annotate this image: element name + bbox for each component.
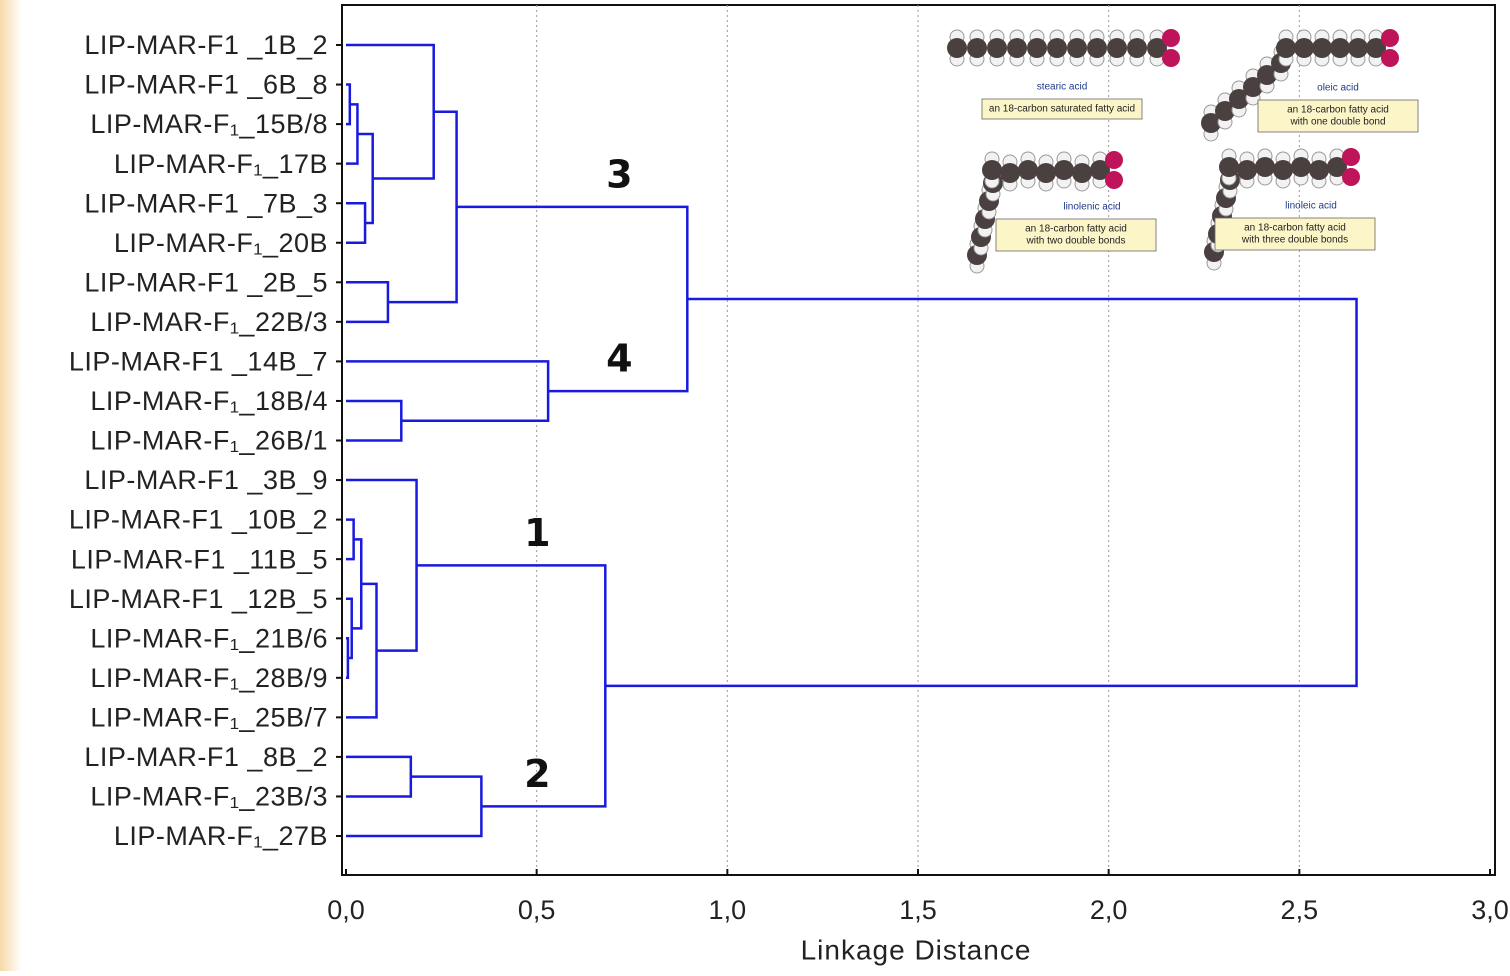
inset-name: linolenic acid: [1063, 202, 1120, 213]
leaf-label: LIP-MAR-F1 _2B_5: [84, 267, 328, 297]
oxygen: [1342, 168, 1360, 186]
inset-description: an 18-carbon fatty acid: [1025, 224, 1127, 235]
leaf-label: LIP-MAR-F₁_26B/1: [90, 426, 328, 456]
leaf-label: LIP-MAR-F₁_15B/8: [90, 109, 328, 139]
carbon: [947, 38, 967, 58]
carbon: [1072, 163, 1092, 183]
leaf-label: LIP-MAR-F1 _7B_3: [84, 188, 328, 218]
leaf-label: LIP-MAR-F₁_23B/3: [90, 782, 328, 812]
carbon: [1330, 38, 1350, 58]
leaf-label: LIP-MAR-F₁_17B: [114, 149, 328, 179]
carbon: [1047, 38, 1067, 58]
inset-description: an 18-carbon saturated fatty acid: [989, 104, 1135, 115]
carbon: [1000, 163, 1020, 183]
carbon: [1273, 160, 1293, 180]
cluster-label: 1: [524, 511, 550, 555]
carbon: [1276, 38, 1296, 58]
leaf-label: LIP-MAR-F₁_25B/7: [90, 702, 328, 732]
cluster-label: 3: [606, 152, 632, 196]
x-tick-label: 3,0: [1471, 895, 1509, 925]
inset-name: oleic acid: [1317, 83, 1359, 94]
cluster-label: 4: [606, 337, 632, 381]
leaf-label: LIP-MAR-F1 _12B_5: [69, 584, 328, 614]
x-tick-label: 0,5: [518, 895, 556, 925]
leaf-label: LIP-MAR-F₁_21B/6: [90, 623, 328, 653]
inset-description: an 18-carbon fatty acid: [1244, 223, 1346, 234]
leaf-label: LIP-MAR-F1 _1B_2: [84, 30, 328, 60]
leaf-label: LIP-MAR-F₁_27B: [114, 821, 328, 851]
carbon: [982, 160, 1002, 180]
carbon: [1087, 38, 1107, 58]
inset-description: with one double bond: [1289, 117, 1385, 128]
leaf-label: LIP-MAR-F₁_18B/4: [90, 386, 328, 416]
carbon: [1291, 157, 1311, 177]
cluster-label: 2: [524, 752, 550, 796]
carbon: [1107, 38, 1127, 58]
carbon: [1054, 160, 1074, 180]
leaf-label: LIP-MAR-F1 _3B_9: [84, 465, 328, 495]
inset-description: an 18-carbon fatty acid: [1287, 105, 1389, 116]
leaf-label: LIP-MAR-F₁_22B/3: [90, 307, 328, 337]
leaf-label: LIP-MAR-F₁_20B: [114, 228, 328, 258]
inset-description: with two double bonds: [1026, 236, 1126, 247]
page: Linkage Distance 0,0 0,5 1,0 1,5 2,0 2,5 3,0 LI…: [0, 0, 1510, 971]
leaf-label: LIP-MAR-F1 _6B_8: [84, 70, 328, 100]
x-tick-label: 0,0: [327, 895, 365, 925]
oxygen: [1162, 29, 1180, 47]
x-tick-label: 1,5: [899, 895, 937, 925]
carbon: [1067, 38, 1087, 58]
inset-name: linoleic acid: [1285, 201, 1337, 212]
inset-name: stearic acid: [1037, 82, 1088, 93]
carbon: [1255, 157, 1275, 177]
carbon: [1036, 163, 1056, 183]
oxygen: [1105, 171, 1123, 189]
oxygen: [1381, 29, 1399, 47]
x-axis-title: Linkage Distance: [801, 934, 1032, 965]
carbon: [1219, 157, 1239, 177]
chart: Linkage Distance 0,0 0,5 1,0 1,5 2,0 2,5 3,0 LI…: [0, 0, 1510, 971]
carbon: [967, 38, 987, 58]
carbon: [1007, 38, 1027, 58]
carbon: [1027, 38, 1047, 58]
x-tick-label: 2,5: [1281, 895, 1319, 925]
carbon: [1309, 160, 1329, 180]
carbon: [1127, 38, 1147, 58]
carbon: [1018, 160, 1038, 180]
carbon: [1294, 38, 1314, 58]
leaf-label: LIP-MAR-F1 _8B_2: [84, 742, 328, 772]
inset-description: with three double bonds: [1241, 235, 1348, 246]
x-tick-label: 2,0: [1090, 895, 1128, 925]
oxygen: [1342, 148, 1360, 166]
leaf-label: LIP-MAR-F1 _11B_5: [71, 544, 328, 574]
leaf-label: LIP-MAR-F1 _14B_7: [69, 347, 328, 377]
carbon: [1348, 38, 1368, 58]
carbon: [987, 38, 1007, 58]
oxygen: [1381, 49, 1399, 67]
oxygen: [1105, 151, 1123, 169]
oxygen: [1162, 49, 1180, 67]
carbon: [1312, 38, 1332, 58]
carbon: [1237, 160, 1257, 180]
leaf-label: LIP-MAR-F₁_28B/9: [90, 663, 328, 693]
x-tick-label: 1,0: [709, 895, 747, 925]
leaf-label: LIP-MAR-F1 _10B_2: [69, 505, 328, 535]
